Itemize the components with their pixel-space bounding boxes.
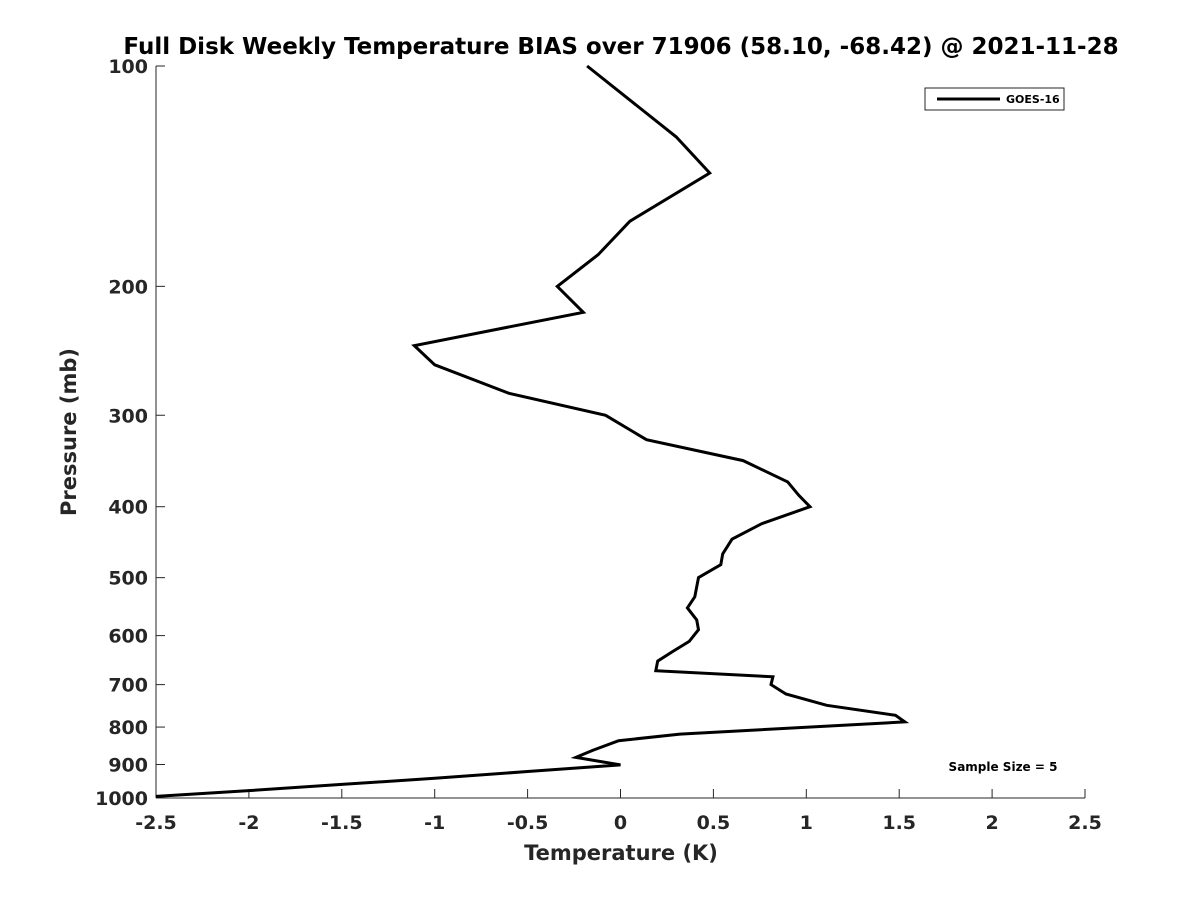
y-axis-label: Pressure (mb) bbox=[57, 348, 81, 516]
x-tick-label: 2.5 bbox=[1068, 812, 1102, 834]
x-tick-label: -0.5 bbox=[507, 812, 549, 834]
axes-layer: -2.5 -2 -1.5 -1 -0.5 0 0.5 1 1.5 2 2.5 100 200 300 400… bbox=[95, 56, 1102, 834]
y-tick-label: 500 bbox=[108, 568, 148, 590]
x-axis-label: Temperature (K) bbox=[524, 841, 718, 865]
x-tick-label: 0.5 bbox=[697, 812, 731, 834]
y-tick-label: 200 bbox=[108, 276, 148, 298]
y-tick-label: 900 bbox=[108, 755, 148, 777]
legend: GOES-16 bbox=[924, 87, 1065, 111]
x-tick-label: 1.5 bbox=[882, 812, 916, 834]
y-tick-label: 800 bbox=[108, 717, 148, 739]
x-tick-label: 2 bbox=[985, 812, 998, 834]
y-tick-label: 700 bbox=[108, 675, 148, 697]
legend-label: GOES-16 bbox=[1006, 93, 1060, 106]
y-tick-label: 600 bbox=[108, 626, 148, 648]
y-tick-label: 300 bbox=[108, 405, 148, 427]
x-tick-label: 1 bbox=[800, 812, 813, 834]
series-layer bbox=[155, 64, 910, 798]
y-tick-label: 100 bbox=[108, 56, 148, 78]
sample-size-annotation: Sample Size = 5 bbox=[949, 760, 1058, 774]
x-tick-label: -1 bbox=[424, 812, 445, 834]
x-tick-label: -2.5 bbox=[135, 812, 177, 834]
chart-title: Full Disk Weekly Temperature BIAS over 7… bbox=[123, 34, 1118, 60]
x-tick-label: -1.5 bbox=[321, 812, 363, 834]
y-tick-label: 1000 bbox=[95, 788, 148, 810]
y-tick-label: 400 bbox=[108, 497, 148, 519]
x-tick-label: 0 bbox=[614, 812, 627, 834]
series-line-goes-16 bbox=[155, 64, 910, 798]
x-tick-label: -2 bbox=[238, 812, 259, 834]
